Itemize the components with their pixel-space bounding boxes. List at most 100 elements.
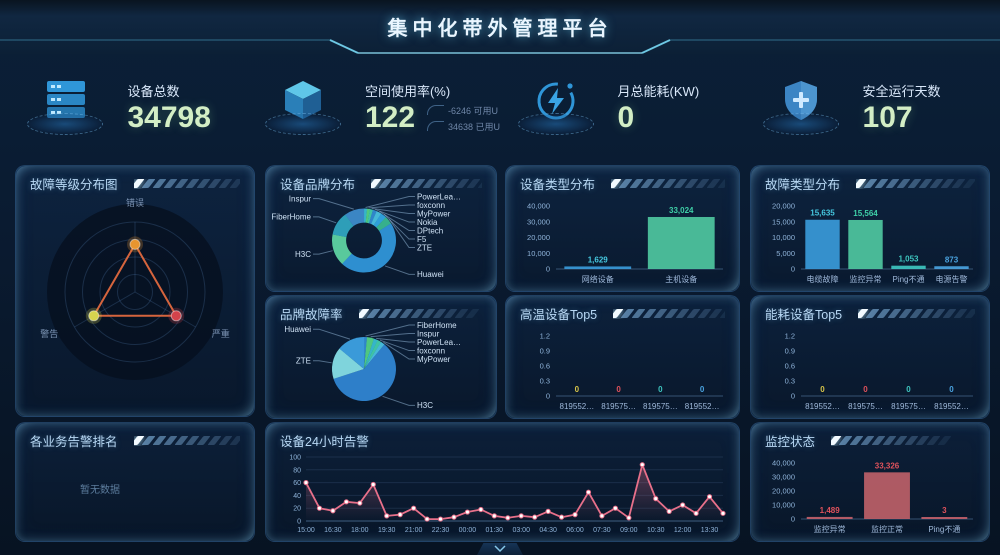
svg-text:PowerLea…: PowerLea… [417,192,461,201]
svg-text:819552…: 819552… [685,402,720,411]
svg-text:819575…: 819575… [891,402,926,411]
svg-text:10,000: 10,000 [772,501,795,510]
kpi-space-usage: 空间使用率(%) 122 -6246 可用U 34638 已用U [255,58,500,156]
svg-text:40,000: 40,000 [527,202,550,211]
svg-text:0: 0 [791,265,795,274]
svg-text:15,564: 15,564 [853,209,878,218]
svg-text:13:30: 13:30 [701,527,719,534]
panel-business-alarm-ranking: 各业务告警排名 暂无数据 [15,422,255,542]
svg-text:819552…: 819552… [560,402,595,411]
svg-text:电缆故障: 电缆故障 [807,274,839,284]
svg-text:40,000: 40,000 [772,459,795,468]
svg-text:Nokia: Nokia [417,218,438,227]
svg-text:09:00: 09:00 [620,527,638,534]
svg-text:10:30: 10:30 [647,527,665,534]
svg-text:1.2: 1.2 [785,332,795,341]
kpi-label: 安全运行天数 [862,84,941,99]
kpi-value: 34798 [127,101,211,134]
chevron-down-icon [494,545,506,553]
svg-text:0: 0 [616,385,621,394]
svg-text:0: 0 [297,519,301,526]
svg-text:0.6: 0.6 [540,362,550,371]
svg-text:foxconn: foxconn [417,201,445,210]
svg-text:FiberHome: FiberHome [417,321,457,330]
svg-text:Ping不通: Ping不通 [892,274,924,284]
svg-text:电源告警: 电源告警 [936,274,968,284]
svg-text:0: 0 [820,385,825,394]
svg-text:33,024: 33,024 [669,206,694,215]
svg-text:819575…: 819575… [643,402,678,411]
panel-title: 故障等级分布图 [30,178,118,192]
kpi-extra-stats: -6246 可用U 34638 已用U [427,104,500,133]
panel-fault-type: 故障类型分布 0 5,000 10,000 15,000 20,000 15,635 电缆故… [750,165,990,292]
svg-text:F5: F5 [417,235,427,244]
collapse-tab[interactable] [477,543,523,555]
svg-text:15,000: 15,000 [772,217,795,226]
monitor-status-bar-chart: 0 10,000 20,000 30,000 40,000 1,489 监控异常 33,326… [757,449,983,535]
svg-text:DPtech: DPtech [417,226,443,235]
svg-text:819552…: 819552… [934,402,969,411]
panel-high-temp-top5: 高温设备Top5 0 0.3 0.6 0.9 1.2 0 819552… 0 819575… 0 8… [505,295,740,419]
svg-text:0.9: 0.9 [540,347,550,356]
svg-text:Ping不通: Ping不通 [928,524,960,534]
panel-energy-top5: 能耗设备Top5 0 0.3 0.6 0.9 1.2 0 819552… 0 819575… 0 8… [750,295,990,419]
svg-text:07:30: 07:30 [593,527,611,534]
svg-text:12:00: 12:00 [674,527,692,534]
svg-text:100: 100 [289,455,301,462]
svg-text:04:30: 04:30 [539,527,557,534]
svg-text:0: 0 [791,515,795,524]
svg-text:主机设备: 主机设备 [665,274,697,284]
svg-text:33,326: 33,326 [875,461,900,470]
svg-text:819552…: 819552… [805,402,840,411]
panel-title: 设备24小时告警 [280,435,369,449]
svg-text:0.3: 0.3 [785,377,795,386]
svg-text:15:00: 15:00 [297,527,315,534]
svg-text:0: 0 [949,385,954,394]
hazard-stripes [831,436,975,446]
svg-text:22:30: 22:30 [432,527,450,534]
hazard-stripes [133,179,240,189]
shield-icon [784,81,817,120]
kpi-value: 107 [862,101,913,134]
svg-text:0.6: 0.6 [785,362,795,371]
alarms-24h-line-chart: 0 20 40 60 80 100 15:00 16:30 18:00 19:30 21:00 22:… [272,449,733,535]
high-temp-top5-bar-chart: 0 0.3 0.6 0.9 1.2 0 819552… 0 819575… 0 819575… 0 81… [512,322,733,412]
no-data-text: 暂无数据 [80,485,120,496]
svg-text:10,000: 10,000 [772,233,795,242]
svg-text:Huawei: Huawei [284,325,311,334]
kpi-label: 月总能耗(KW) [617,84,700,99]
svg-text:10,000: 10,000 [527,249,550,258]
svg-text:监控异常: 监控异常 [814,524,846,534]
svg-text:873: 873 [945,255,959,264]
svg-text:ZTE: ZTE [417,243,432,252]
svg-text:MyPower: MyPower [417,209,451,218]
svg-text:40: 40 [293,493,301,500]
svg-text:H3C: H3C [295,250,311,259]
svg-text:20,000: 20,000 [772,487,795,496]
panel-title: 各业务告警排名 [30,435,118,449]
svg-text:0.9: 0.9 [785,347,795,356]
hazard-stripes [371,179,482,189]
svg-text:30,000: 30,000 [772,473,795,482]
kpi-row: 设备总数 34798 空间使用率(%) 122 -6246 可用U [10,58,990,156]
kpi-value: 122 [364,101,416,134]
panel-title: 故障类型分布 [765,178,841,192]
kpi-label: 空间使用率(%) [364,84,451,99]
brand-fault-pie-chart: FiberHome Inspur PowerLea… foxconn MyPower H3… [272,321,490,412]
page-title: 集中化带外管理平台 [387,18,613,40]
svg-text:Huawei: Huawei [417,270,444,279]
brand-distribution-donut-chart: PowerLea… foxconn MyPower Nokia DPtech F5 ZTE H… [271,192,490,285]
kpi-safe-days: 安全运行天数 107 [745,58,990,156]
svg-text:0: 0 [658,385,663,394]
svg-text:20,000: 20,000 [772,202,795,211]
svg-text:ZTE: ZTE [296,357,311,366]
fault-type-bar-chart: 0 5,000 10,000 15,000 20,000 15,635 电缆故障 15,564… [757,192,983,285]
svg-text:03:00: 03:00 [512,527,530,534]
svg-text:警告: 警告 [40,328,58,339]
panel-title: 能耗设备Top5 [765,308,843,322]
svg-text:H3C: H3C [417,401,433,410]
fault-level-radar-chart: 错误 严重 警告 [22,192,248,410]
panel-title: 高温设备Top5 [520,308,598,322]
svg-text:15,635: 15,635 [810,209,835,218]
